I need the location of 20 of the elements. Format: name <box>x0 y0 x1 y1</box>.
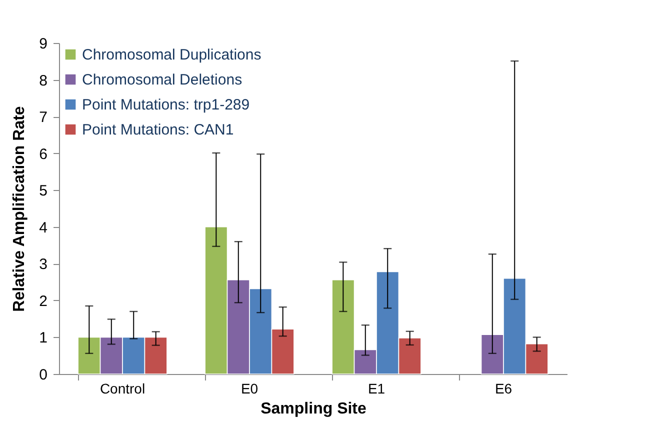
legend-label: Point Mutations: CAN1 <box>82 122 234 138</box>
y-tick-label: 9 <box>39 36 48 52</box>
y-tick-label: 2 <box>39 292 48 310</box>
y-tick-label: 0 <box>39 366 48 384</box>
y-tick-label: 3 <box>39 256 48 274</box>
x-tick-label: E0 <box>240 380 258 396</box>
legend-label: Chromosomal Deletions <box>82 72 242 88</box>
y-tick-label: 4 <box>39 219 48 236</box>
y-tick-label: 7 <box>39 109 48 126</box>
y-tick-label: 6 <box>39 146 48 163</box>
x-tick-label: Control <box>100 380 146 396</box>
y-axis-title: Relative Amplification Rate <box>11 106 28 312</box>
x-axis-title: Sampling Site <box>260 400 366 418</box>
y-tick-label: 1 <box>39 330 48 347</box>
legend-label: Point Mutations: trp1-289 <box>82 96 250 114</box>
x-tick-label: E6 <box>494 380 512 396</box>
x-tick-label: E1 <box>368 380 386 396</box>
y-tick-label: 8 <box>39 72 48 90</box>
y-tick-label: 5 <box>39 182 48 200</box>
legend-label: Chromosomal Duplications <box>82 46 262 64</box>
